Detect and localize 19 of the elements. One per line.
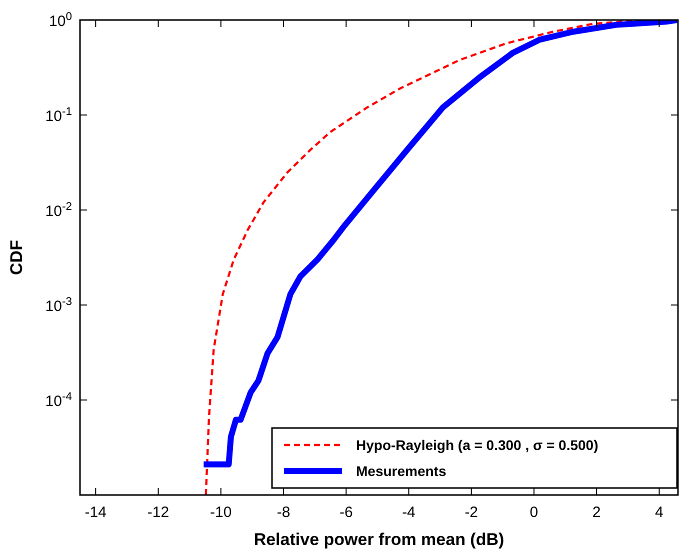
x-tick-label: 4 [655,504,664,521]
y-tick-label: 10$^{-2}$ [45,201,72,220]
y-axis-title: CDF [7,240,26,275]
x-axis-title: Relative power from mean (dB) [254,530,504,549]
x-tick-label: -12 [147,504,170,521]
x-tick-label: -4 [402,504,416,521]
y-tick-label: 10$^{-3}$ [45,296,72,315]
x-tick-label: -14 [84,504,106,521]
x-tick-label: 0 [530,504,538,521]
y-tick-label: 10$^{-4}$ [45,391,72,410]
x-tick-label: -8 [276,504,290,521]
x-tick-label: 2 [592,504,601,521]
x-tick-label: -10 [210,504,232,521]
y-tick-label: 10$^{-1}$ [45,106,72,125]
x-tick-label: -2 [464,504,478,521]
legend-label: Hypo-Rayleigh (a = 0.300 , σ = 0.500) [356,437,598,453]
legend-label: Mesurements [356,463,446,479]
x-tick-label: -6 [339,504,353,521]
y-tick-label: 10$^{0}$ [49,11,72,30]
